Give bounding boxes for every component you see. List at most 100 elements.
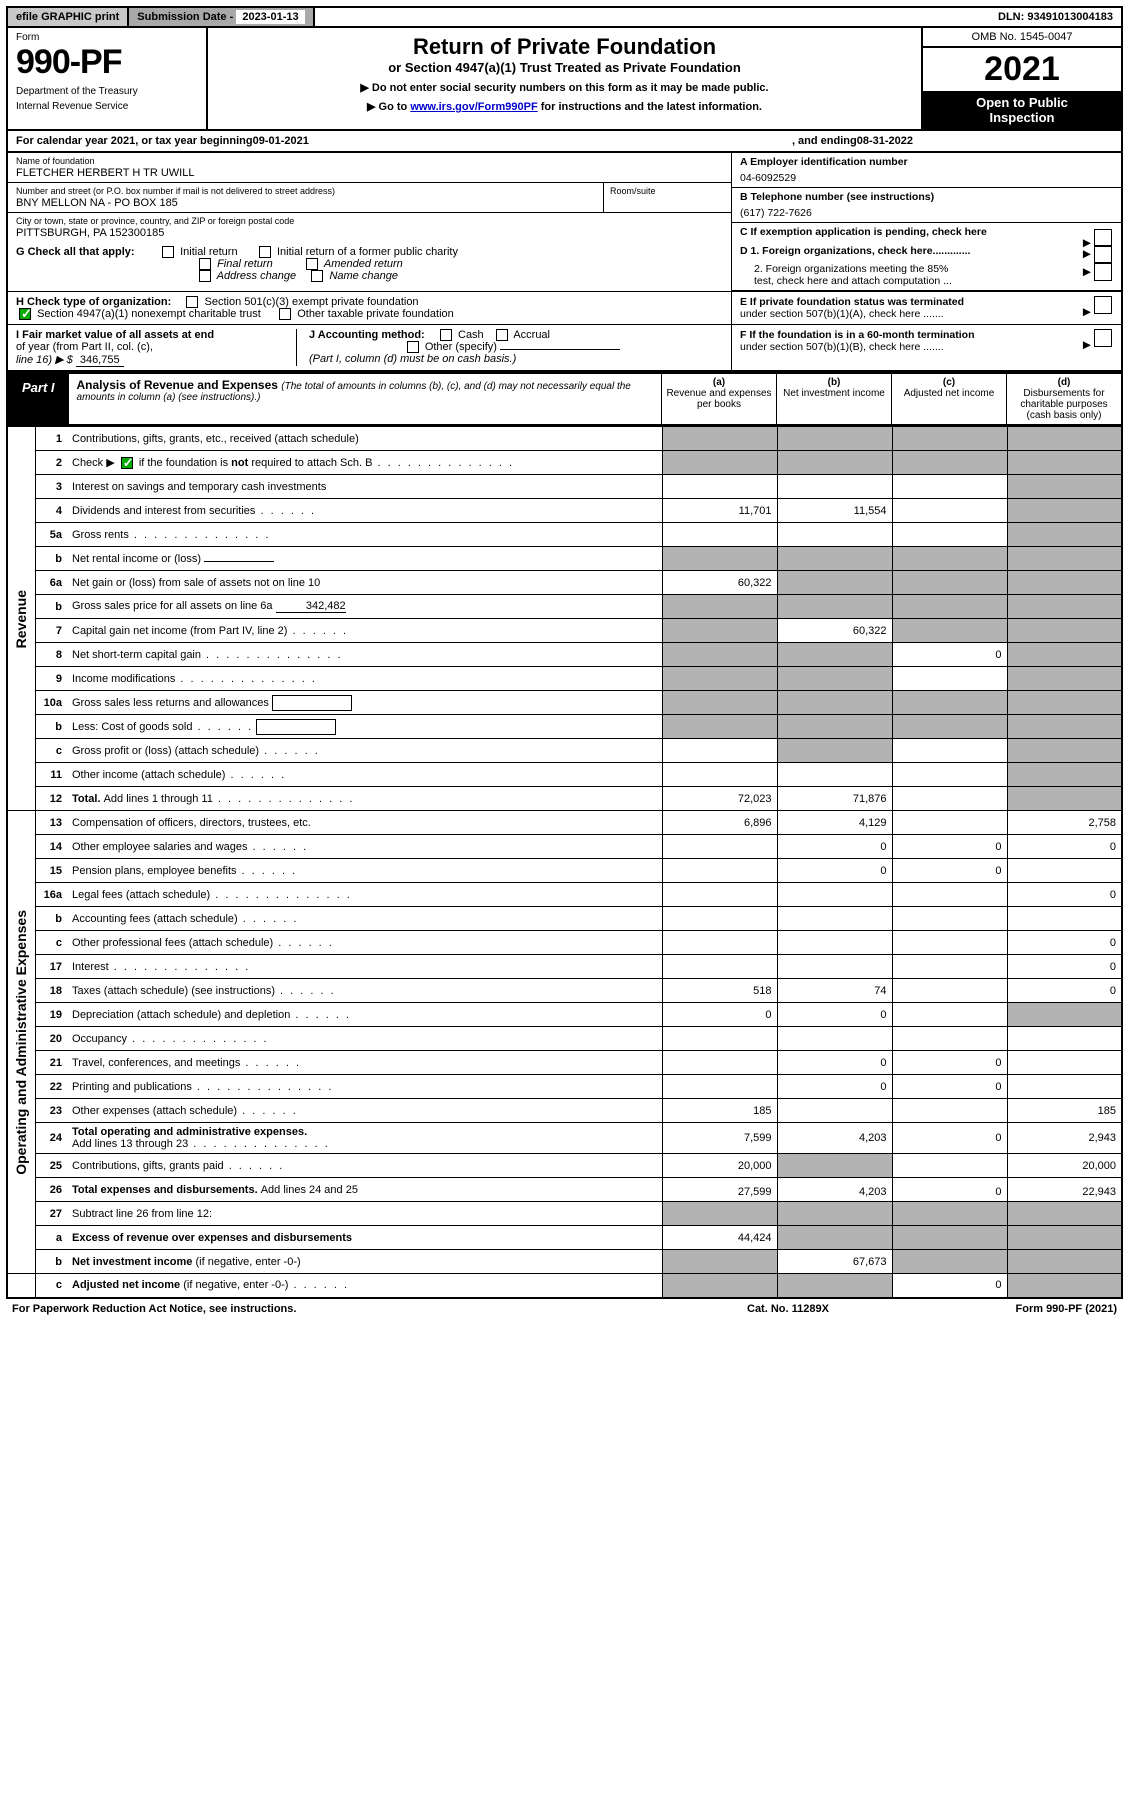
foundation-name-cell: Name of foundation FLETCHER HERBERT H TR… xyxy=(8,153,731,183)
table-row: 23Other expenses (attach schedule)185185 xyxy=(7,1099,1122,1123)
table-row: 11Other income (attach schedule) xyxy=(7,763,1122,787)
header-center: Return of Private Foundation or Section … xyxy=(208,28,921,129)
table-row: bNet investment income (if negative, ent… xyxy=(7,1250,1122,1274)
revenue-side-label: Revenue xyxy=(13,590,29,648)
501c3-checkbox[interactable] xyxy=(186,296,198,308)
city-cell: City or town, state or province, country… xyxy=(8,213,731,242)
cash-checkbox[interactable] xyxy=(440,329,452,341)
d1-row: D 1. Foreign organizations, check here..… xyxy=(732,242,1121,260)
page-footer: For Paperwork Reduction Act Notice, see … xyxy=(6,1299,1123,1319)
dln-label: DLN: 93491013004183 xyxy=(990,8,1121,26)
table-row: Operating and Administrative Expenses 13… xyxy=(7,811,1122,835)
table-row: bNet rental income or (loss) xyxy=(7,547,1122,571)
4947a1-checkbox[interactable] xyxy=(19,308,31,320)
cat-number: Cat. No. 11289X xyxy=(747,1303,947,1315)
col-a-header: (a)Revenue and expenses per books xyxy=(661,374,776,424)
table-row: 14Other employee salaries and wages000 xyxy=(7,835,1122,859)
form-number: 990-PF xyxy=(16,43,198,82)
final-return-checkbox[interactable] xyxy=(199,258,211,270)
part-1-table: Revenue 1Contributions, gifts, grants, e… xyxy=(6,426,1123,1299)
table-row: bAccounting fees (attach schedule) xyxy=(7,907,1122,931)
form-ref: Form 990-PF (2021) xyxy=(947,1303,1117,1315)
part-1-header: Part I Analysis of Revenue and Expenses … xyxy=(6,372,1123,426)
table-row: 24Total operating and administrative exp… xyxy=(7,1123,1122,1154)
col-c-header: (c)Adjusted net income xyxy=(891,374,1006,424)
table-row: 26Total expenses and disbursements. Add … xyxy=(7,1178,1122,1202)
other-taxable-checkbox[interactable] xyxy=(279,308,291,320)
accrual-checkbox[interactable] xyxy=(496,329,508,341)
table-row: 2Check ▶ if the foundation is not requir… xyxy=(7,451,1122,475)
initial-return-checkbox[interactable] xyxy=(162,246,174,258)
top-bar: efile GRAPHIC print Submission Date - 20… xyxy=(6,6,1123,28)
dept-treasury: Department of the Treasury xyxy=(16,86,198,97)
d2-row: 2. Foreign organizations meeting the 85%… xyxy=(732,260,1121,291)
form-title: Return of Private Foundation xyxy=(218,34,911,60)
fmv-block: I Fair market value of all assets at end… xyxy=(16,329,296,366)
address-cell: Number and street (or P.O. box number if… xyxy=(8,183,731,213)
table-row: bGross sales price for all assets on lin… xyxy=(7,595,1122,619)
table-row: 9Income modifications xyxy=(7,667,1122,691)
table-row: 7Capital gain net income (from Part IV, … xyxy=(7,619,1122,643)
part-1-title: Analysis of Revenue and Expenses (The to… xyxy=(69,374,661,424)
section-i-j-row: I Fair market value of all assets at end… xyxy=(6,325,1123,372)
table-row: 12Total. Add lines 1 through 1172,02371,… xyxy=(7,787,1122,811)
table-row: bLess: Cost of goods sold xyxy=(7,715,1122,739)
name-change-checkbox[interactable] xyxy=(311,270,323,282)
tax-year: 2021 xyxy=(923,48,1121,91)
table-row: 18Taxes (attach schedule) (see instructi… xyxy=(7,979,1122,1003)
instructions-link[interactable]: www.irs.gov/Form990PF xyxy=(410,101,537,113)
d2-checkbox[interactable] xyxy=(1094,263,1112,281)
header-right: OMB No. 1545-0047 2021 Open to PublicIns… xyxy=(921,28,1121,129)
other-method-checkbox[interactable] xyxy=(407,341,419,353)
f-checkbox[interactable] xyxy=(1094,329,1112,347)
h-label: H Check type of organization: xyxy=(16,296,171,308)
e-checkbox[interactable] xyxy=(1094,296,1112,314)
f-row: F If the foundation is in a 60-month ter… xyxy=(731,325,1121,370)
paperwork-notice: For Paperwork Reduction Act Notice, see … xyxy=(12,1303,747,1315)
part-1-label: Part I xyxy=(8,374,69,424)
form-header: Form 990-PF Department of the Treasury I… xyxy=(6,28,1123,131)
exemption-pending-row: C If exemption application is pending, c… xyxy=(732,223,1121,241)
address-change-checkbox[interactable] xyxy=(199,270,211,282)
phone-row: B Telephone number (see instructions) (6… xyxy=(732,188,1121,223)
accounting-method-block: J Accounting method: Cash Accrual Other … xyxy=(296,329,723,366)
table-row: 6aNet gain or (loss) from sale of assets… xyxy=(7,571,1122,595)
form-note-2: ▶ Go to www.irs.gov/Form990PF for instru… xyxy=(218,100,911,113)
section-h-row: H Check type of organization: Section 50… xyxy=(6,292,1123,325)
table-row: 4Dividends and interest from securities1… xyxy=(7,499,1122,523)
table-row: 27Subtract line 26 from line 12: xyxy=(7,1202,1122,1226)
table-row: 21Travel, conferences, and meetings00 xyxy=(7,1051,1122,1075)
initial-former-checkbox[interactable] xyxy=(259,246,271,258)
col-d-header: (d)Disbursements for charitable purposes… xyxy=(1006,374,1121,424)
table-row: cAdjusted net income (if negative, enter… xyxy=(7,1274,1122,1298)
table-row: cGross profit or (loss) (attach schedule… xyxy=(7,739,1122,763)
expenses-side-label: Operating and Administrative Expenses xyxy=(13,910,29,1175)
form-subtitle: or Section 4947(a)(1) Trust Treated as P… xyxy=(218,60,911,75)
g-label: G Check all that apply: xyxy=(16,246,135,258)
table-row: 5aGross rents xyxy=(7,523,1122,547)
efile-label: efile GRAPHIC print xyxy=(8,8,129,26)
table-row: 8Net short-term capital gain0 xyxy=(7,643,1122,667)
table-row: Revenue 1Contributions, gifts, grants, e… xyxy=(7,427,1122,451)
submission-label: Submission Date - 2023-01-13 xyxy=(129,8,314,26)
schb-checkbox[interactable] xyxy=(121,457,133,469)
section-g-row: G Check all that apply: Initial return I… xyxy=(6,242,1123,292)
table-row: 3Interest on savings and temporary cash … xyxy=(7,475,1122,499)
table-row: 19Depreciation (attach schedule) and dep… xyxy=(7,1003,1122,1027)
table-row: 22Printing and publications00 xyxy=(7,1075,1122,1099)
form-note-1: ▶ Do not enter social security numbers o… xyxy=(218,81,911,94)
table-row: 15Pension plans, employee benefits00 xyxy=(7,859,1122,883)
table-row: cOther professional fees (attach schedul… xyxy=(7,931,1122,955)
table-row: 20Occupancy xyxy=(7,1027,1122,1051)
table-row: 16aLegal fees (attach schedule)0 xyxy=(7,883,1122,907)
open-to-public: Open to PublicInspection xyxy=(923,91,1121,129)
dept-irs: Internal Revenue Service xyxy=(16,101,198,112)
calendar-year-row: For calendar year 2021, or tax year begi… xyxy=(6,131,1123,153)
e-row: E If private foundation status was termi… xyxy=(731,292,1121,324)
fmv-value: 346,755 xyxy=(76,354,124,367)
table-row: 10aGross sales less returns and allowanc… xyxy=(7,691,1122,715)
table-row: 25Contributions, gifts, grants paid20,00… xyxy=(7,1154,1122,1178)
omb-number: OMB No. 1545-0047 xyxy=(923,28,1121,48)
form-word: Form xyxy=(16,32,198,43)
amended-return-checkbox[interactable] xyxy=(306,258,318,270)
